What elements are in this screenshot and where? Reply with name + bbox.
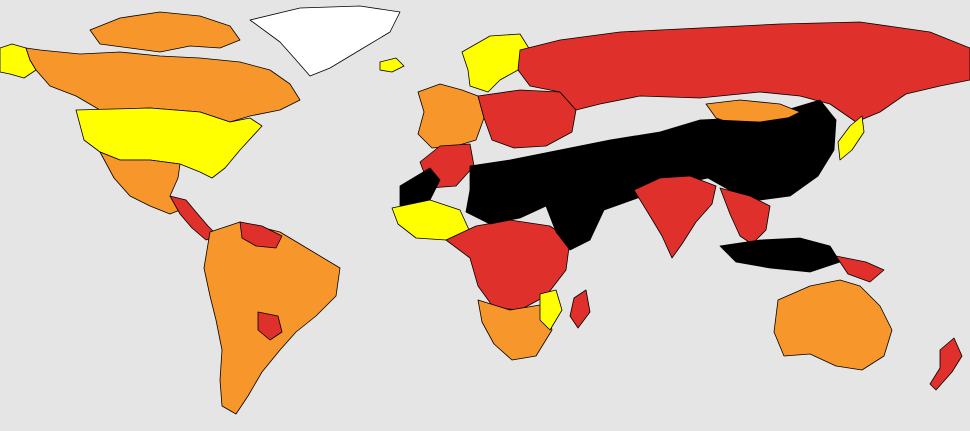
region-australia xyxy=(773,279,893,371)
region-russia xyxy=(517,21,970,123)
region-canadian-arctic xyxy=(89,11,241,53)
region-iceland xyxy=(379,57,405,73)
region-papua xyxy=(835,255,885,283)
region-india-region xyxy=(633,175,717,259)
region-western-sahara xyxy=(399,167,441,207)
region-greenland xyxy=(249,5,401,77)
region-southeast-asia xyxy=(719,187,771,245)
region-eastern-europe xyxy=(477,89,577,149)
region-japan xyxy=(837,115,865,161)
region-venezuela xyxy=(239,221,283,249)
region-indonesia xyxy=(719,237,841,273)
region-scandinavia xyxy=(461,33,531,93)
region-madagascar xyxy=(569,289,591,329)
region-paraguay xyxy=(257,311,283,341)
region-china xyxy=(705,115,837,201)
region-southern-africa xyxy=(477,299,553,361)
region-western-europe xyxy=(417,83,485,149)
region-new-zealand xyxy=(929,337,963,391)
region-mozambique xyxy=(539,289,563,331)
region-canada xyxy=(25,47,301,123)
